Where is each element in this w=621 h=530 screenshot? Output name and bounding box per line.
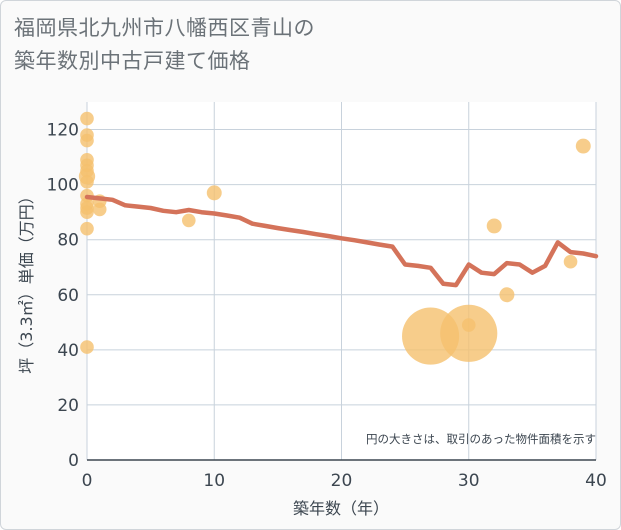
y-tick-label: 60 xyxy=(57,286,79,306)
x-axis-label: 築年数（年） xyxy=(293,499,389,518)
data-bubble xyxy=(575,138,591,154)
x-tick-label: 20 xyxy=(331,471,353,491)
data-bubble xyxy=(80,340,94,354)
data-bubble xyxy=(499,287,515,303)
x-tick-label: 40 xyxy=(585,471,607,491)
data-bubble xyxy=(80,133,94,148)
data-bubble xyxy=(80,205,94,219)
y-tick-label: 0 xyxy=(68,451,79,471)
x-tick-label: 30 xyxy=(458,471,480,491)
data-bubble xyxy=(80,175,94,189)
average-price-line xyxy=(84,194,599,288)
data-bubble xyxy=(92,202,107,217)
data-bubble xyxy=(563,254,578,269)
y-tick-label: 20 xyxy=(57,396,79,416)
data-bubble xyxy=(440,304,498,362)
y-tick-labels: 0 20 40 60 80 100 120 xyxy=(47,121,79,471)
x-tick-label: 10 xyxy=(203,471,225,491)
chart-title: 福岡県北九州市八幡西区青山の 築年数別中古戸建て価格 xyxy=(14,12,534,78)
data-bubble xyxy=(461,318,476,332)
x-tick-labels: 0 10 20 30 40 xyxy=(82,471,607,491)
data-bubble xyxy=(182,213,196,228)
y-axis-label: 坪（3.3㎡）単価（万円） xyxy=(17,188,36,373)
gridlines xyxy=(86,102,597,461)
y-tick-label: 120 xyxy=(47,121,79,141)
data-bubble xyxy=(80,221,94,236)
x-tick-label: 0 xyxy=(82,471,93,491)
average-line-series xyxy=(84,194,599,288)
bubble-size-note: 円の大きさは、取引のあった物件面積を示す xyxy=(366,432,596,446)
bubble-series xyxy=(78,111,591,365)
y-tick-label: 40 xyxy=(57,341,79,361)
y-tick-label: 80 xyxy=(57,231,79,251)
data-bubble xyxy=(80,111,94,126)
y-tick-label: 100 xyxy=(47,176,79,196)
chart-title-line1: 福岡県北九州市八幡西区青山の xyxy=(14,16,315,40)
chart-title-line2: 築年数別中古戸建て価格 xyxy=(14,49,251,73)
data-bubble xyxy=(206,185,222,201)
data-bubble xyxy=(486,218,502,234)
